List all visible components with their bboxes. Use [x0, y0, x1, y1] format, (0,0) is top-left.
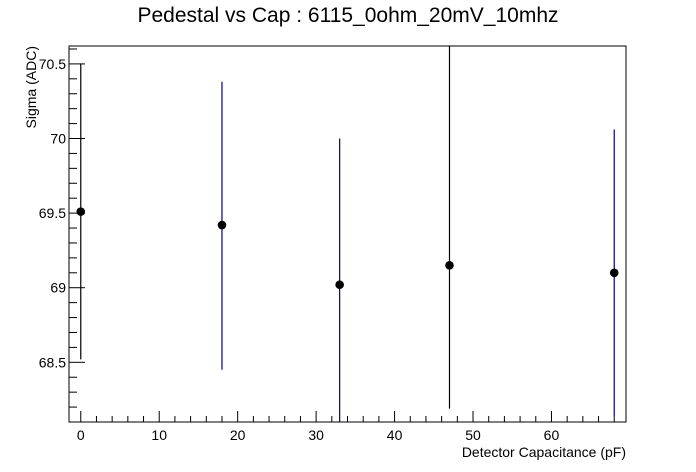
x-tick-label: 60 [544, 427, 560, 443]
y-tick-label: 68.5 [39, 354, 66, 370]
x-axis-label: Detector Capacitance (pF) [462, 444, 626, 460]
chart-title: Pedestal vs Cap : 6115_0ohm_20mV_10mhz [137, 4, 559, 27]
x-tick-label: 10 [151, 427, 167, 443]
y-tick-label: 70 [50, 131, 66, 147]
x-tick-label: 0 [77, 427, 85, 443]
data-point [609, 268, 619, 278]
data-point [445, 261, 454, 270]
x-tick-label: 20 [230, 427, 246, 443]
data-point [335, 280, 344, 290]
y-tick-label: 69.5 [39, 205, 66, 221]
x-tick-label: 40 [387, 427, 403, 443]
data-point [217, 220, 227, 230]
y-tick-label: 70.5 [39, 56, 66, 72]
y-axis: 68.5 69 69.5 70 70.5 [39, 48, 85, 423]
y-axis-label: Sigma (ADC) [23, 46, 39, 128]
data-points [76, 207, 619, 290]
error-bars [80, 46, 615, 422]
data-point [76, 207, 86, 216]
x-axis: 0 10 20 30 40 50 60 [77, 411, 615, 443]
x-tick-label: 30 [308, 427, 324, 443]
plot-frame [68, 45, 627, 423]
x-tick-label: 50 [465, 427, 481, 443]
y-tick-label: 69 [50, 280, 66, 296]
